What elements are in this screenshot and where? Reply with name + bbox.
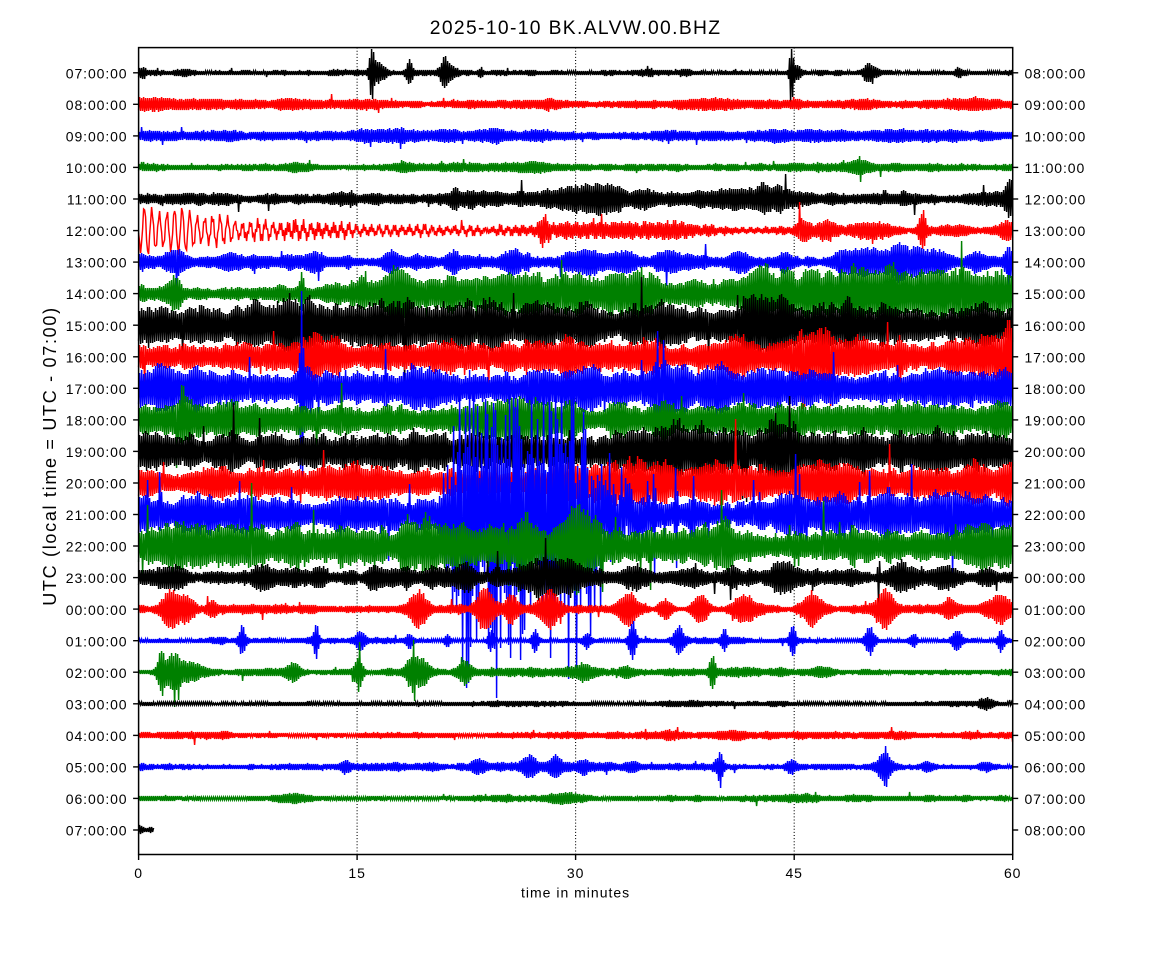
svg-text:04:00:00: 04:00:00 xyxy=(66,728,128,744)
svg-text:11:00:00: 11:00:00 xyxy=(1025,160,1086,176)
svg-text:14:00:00: 14:00:00 xyxy=(1025,255,1087,271)
svg-text:04:00:00: 04:00:00 xyxy=(1025,696,1087,712)
svg-text:23:00:00: 23:00:00 xyxy=(66,570,128,586)
svg-text:14:00:00: 14:00:00 xyxy=(66,286,128,302)
svg-text:10:00:00: 10:00:00 xyxy=(1025,129,1087,145)
svg-text:18:00:00: 18:00:00 xyxy=(1025,381,1087,397)
svg-text:03:00:00: 03:00:00 xyxy=(1025,665,1087,681)
svg-text:19:00:00: 19:00:00 xyxy=(1025,413,1087,429)
svg-text:12:00:00: 12:00:00 xyxy=(66,223,128,239)
svg-text:60: 60 xyxy=(1004,865,1021,881)
svg-text:15: 15 xyxy=(348,865,365,881)
svg-text:02:00:00: 02:00:00 xyxy=(66,665,128,681)
svg-text:06:00:00: 06:00:00 xyxy=(66,791,128,807)
svg-text:13:00:00: 13:00:00 xyxy=(1025,223,1087,239)
svg-text:10:00:00: 10:00:00 xyxy=(66,160,128,176)
svg-text:30: 30 xyxy=(567,865,584,881)
svg-text:23:00:00: 23:00:00 xyxy=(1025,539,1087,555)
svg-text:22:00:00: 22:00:00 xyxy=(1025,507,1087,523)
svg-text:03:00:00: 03:00:00 xyxy=(66,696,128,712)
svg-text:16:00:00: 16:00:00 xyxy=(66,349,128,365)
svg-text:06:00:00: 06:00:00 xyxy=(1025,760,1087,776)
svg-text:18:00:00: 18:00:00 xyxy=(66,413,128,429)
svg-text:20:00:00: 20:00:00 xyxy=(66,476,128,492)
svg-text:19:00:00: 19:00:00 xyxy=(66,444,128,460)
svg-text:13:00:00: 13:00:00 xyxy=(66,255,128,271)
svg-text:05:00:00: 05:00:00 xyxy=(1025,728,1087,744)
svg-text:22:00:00: 22:00:00 xyxy=(66,539,128,555)
svg-text:08:00:00: 08:00:00 xyxy=(1025,823,1087,839)
svg-text:01:00:00: 01:00:00 xyxy=(1025,602,1087,618)
svg-text:21:00:00: 21:00:00 xyxy=(1025,476,1087,492)
svg-text:UTC (local time = UTC - 07:00): UTC (local time = UTC - 07:00) xyxy=(40,306,60,606)
svg-text:08:00:00: 08:00:00 xyxy=(66,97,128,113)
svg-text:21:00:00: 21:00:00 xyxy=(66,507,128,523)
svg-text:05:00:00: 05:00:00 xyxy=(66,760,128,776)
svg-text:17:00:00: 17:00:00 xyxy=(66,381,128,397)
svg-text:12:00:00: 12:00:00 xyxy=(1025,192,1087,208)
svg-text:02:00:00: 02:00:00 xyxy=(1025,633,1087,649)
svg-text:15:00:00: 15:00:00 xyxy=(1025,286,1087,302)
svg-text:09:00:00: 09:00:00 xyxy=(66,129,128,145)
svg-text:07:00:00: 07:00:00 xyxy=(66,65,128,81)
svg-text:45: 45 xyxy=(786,865,803,881)
svg-text:0: 0 xyxy=(134,865,143,881)
svg-text:20:00:00: 20:00:00 xyxy=(1025,444,1087,460)
svg-text:01:00:00: 01:00:00 xyxy=(66,633,128,649)
svg-text:2025-10-10 BK.ALVW.00.BHZ: 2025-10-10 BK.ALVW.00.BHZ xyxy=(430,18,722,39)
svg-text:15:00:00: 15:00:00 xyxy=(66,318,128,334)
svg-text:07:00:00: 07:00:00 xyxy=(1025,791,1087,807)
svg-text:07:00:00: 07:00:00 xyxy=(66,823,128,839)
svg-text:11:00:00: 11:00:00 xyxy=(67,192,128,208)
svg-text:08:00:00: 08:00:00 xyxy=(1025,65,1087,81)
svg-text:time in minutes: time in minutes xyxy=(521,885,630,901)
svg-text:09:00:00: 09:00:00 xyxy=(1025,97,1087,113)
svg-text:16:00:00: 16:00:00 xyxy=(1025,318,1087,334)
svg-text:00:00:00: 00:00:00 xyxy=(1025,570,1087,586)
svg-text:00:00:00: 00:00:00 xyxy=(66,602,128,618)
svg-text:17:00:00: 17:00:00 xyxy=(1025,349,1087,365)
